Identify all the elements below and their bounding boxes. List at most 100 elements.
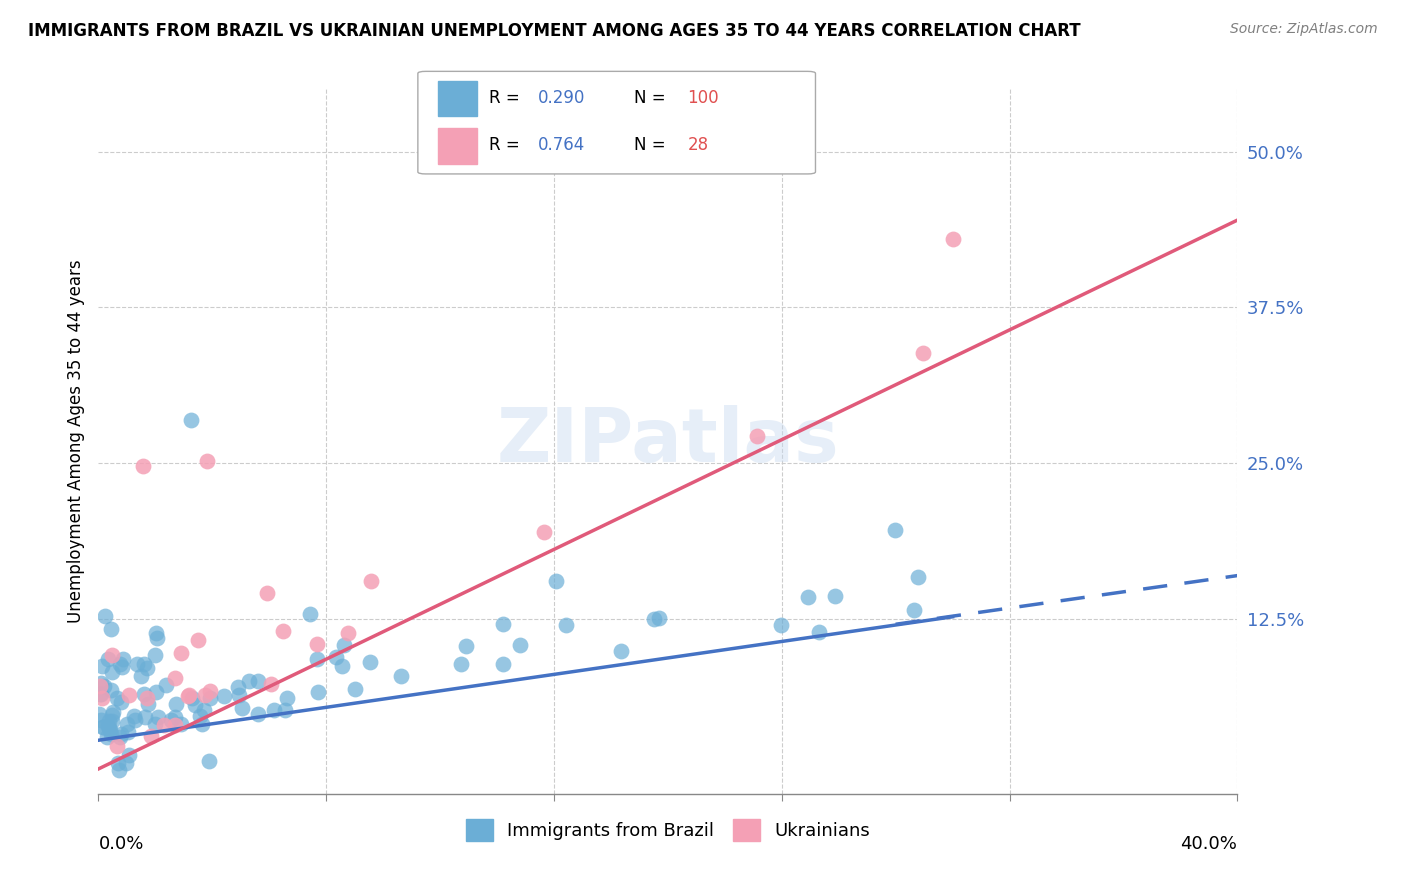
- Point: [273, 703, 295, 717]
- Point: [450, 657, 472, 672]
- Point: [115, 756, 138, 770]
- Point: [146, 631, 169, 645]
- Point: [155, 678, 177, 692]
- Point: [90, 713, 112, 727]
- Text: 0.0%: 0.0%: [98, 835, 143, 853]
- Point: [745, 428, 768, 442]
- Point: [170, 647, 193, 661]
- Point: [110, 695, 132, 709]
- Point: [610, 644, 633, 658]
- Point: [132, 458, 155, 473]
- Point: [145, 684, 167, 698]
- Point: [101, 648, 124, 662]
- Point: [191, 717, 214, 731]
- Point: [159, 713, 181, 727]
- Point: [177, 688, 200, 702]
- Point: [98, 721, 121, 735]
- Point: [136, 661, 159, 675]
- Point: [307, 685, 329, 699]
- Point: [214, 689, 236, 703]
- Point: [884, 524, 907, 538]
- Point: [101, 665, 124, 680]
- Point: [91, 720, 114, 734]
- Point: [100, 726, 122, 740]
- Point: [132, 687, 155, 701]
- Point: [89, 679, 111, 693]
- Point: [143, 717, 166, 731]
- Point: [112, 652, 135, 666]
- Point: [330, 658, 353, 673]
- Point: [89, 687, 111, 701]
- Text: ZIPatlas: ZIPatlas: [496, 405, 839, 478]
- Point: [129, 669, 152, 683]
- Point: [360, 574, 382, 588]
- Point: [325, 650, 347, 665]
- Point: [105, 739, 128, 754]
- Point: [942, 232, 965, 246]
- Point: [98, 723, 121, 737]
- Point: [546, 574, 568, 588]
- Point: [238, 673, 260, 688]
- Point: [509, 639, 531, 653]
- Point: [93, 680, 115, 694]
- Point: [200, 690, 222, 705]
- Point: [389, 669, 412, 683]
- Point: [145, 648, 167, 662]
- Point: [163, 671, 186, 685]
- Point: [533, 524, 555, 539]
- Point: [90, 687, 112, 701]
- Point: [153, 718, 176, 732]
- Point: [146, 710, 169, 724]
- Point: [271, 624, 294, 638]
- Text: 100: 100: [688, 89, 718, 107]
- Point: [903, 603, 925, 617]
- Point: [97, 719, 120, 733]
- Point: [247, 706, 270, 721]
- Point: [263, 703, 285, 717]
- Point: [770, 617, 793, 632]
- Point: [643, 612, 665, 626]
- Text: Source: ZipAtlas.com: Source: ZipAtlas.com: [1230, 22, 1378, 37]
- Point: [228, 688, 250, 702]
- Point: [907, 570, 929, 584]
- Point: [98, 714, 121, 728]
- Point: [101, 714, 124, 728]
- Text: IMMIGRANTS FROM BRAZIL VS UKRAINIAN UNEMPLOYMENT AMONG AGES 35 TO 44 YEARS CORRE: IMMIGRANTS FROM BRAZIL VS UKRAINIAN UNEM…: [28, 22, 1081, 40]
- Point: [187, 633, 209, 648]
- Legend: Immigrants from Brazil, Ukrainians: Immigrants from Brazil, Ukrainians: [458, 812, 877, 848]
- Point: [337, 625, 360, 640]
- Point: [100, 683, 122, 698]
- Text: N =: N =: [634, 136, 671, 154]
- Point: [198, 683, 221, 698]
- Point: [136, 697, 159, 711]
- Point: [145, 625, 167, 640]
- Point: [107, 756, 129, 770]
- Point: [94, 609, 117, 624]
- Point: [125, 657, 148, 672]
- Point: [111, 660, 134, 674]
- Point: [135, 691, 157, 706]
- Text: 28: 28: [688, 136, 709, 154]
- Point: [90, 676, 112, 690]
- Point: [165, 718, 187, 732]
- Text: R =: R =: [489, 89, 524, 107]
- Text: 0.764: 0.764: [538, 136, 585, 154]
- Point: [118, 688, 141, 702]
- Point: [139, 730, 162, 744]
- Point: [188, 709, 211, 723]
- Point: [134, 657, 156, 671]
- Point: [555, 617, 578, 632]
- Point: [247, 674, 270, 689]
- Point: [122, 708, 145, 723]
- Point: [647, 611, 669, 625]
- Point: [492, 616, 515, 631]
- Point: [180, 413, 202, 427]
- Point: [108, 764, 131, 778]
- Point: [180, 691, 202, 706]
- Point: [193, 703, 215, 717]
- Point: [184, 698, 207, 713]
- Text: 0.290: 0.290: [538, 89, 585, 107]
- Point: [198, 754, 221, 768]
- Point: [165, 709, 187, 723]
- Point: [101, 707, 124, 722]
